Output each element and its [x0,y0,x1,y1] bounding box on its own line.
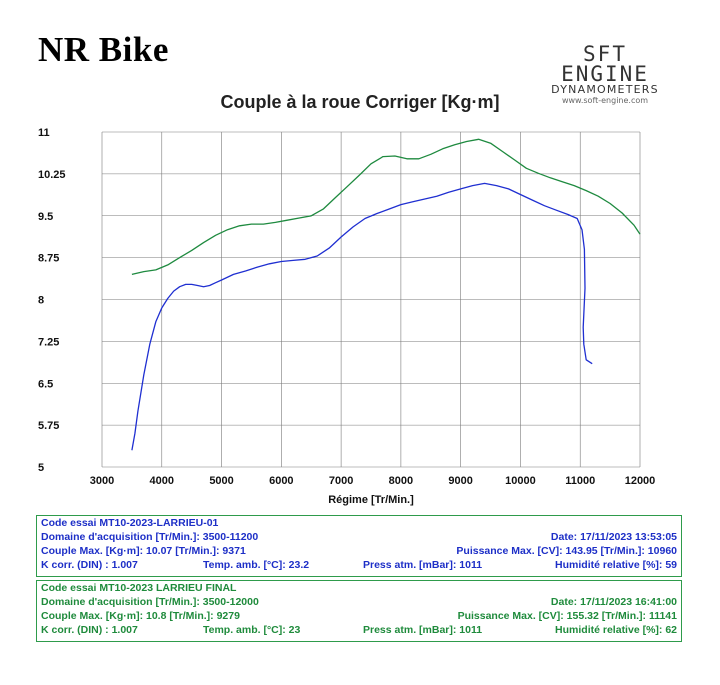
x-tick-label: 9000 [448,475,472,487]
run-date: Date: 17/11/2023 13:53:05 [550,531,677,543]
logo-sub-text: DYNAMOMETERS [551,83,659,96]
y-tick-label: 8.75 [38,253,59,265]
x-tick-label: 10000 [505,475,536,487]
run-humidity: Humidité relative [%]: 62 [555,624,677,636]
run-press: Press atm. [mBar]: 1011 [363,624,483,636]
run-info-panel-2: Code essai MT10-2023 LARRIEU FINAL Domai… [36,580,682,642]
x-tick-label: 8000 [389,475,413,487]
x-axis-label: Régime [Tr/Min.] [328,494,414,506]
logo-main-text: SFT ENGINE [561,42,649,86]
series-line-1 [131,138,641,276]
y-tick-label: 10.25 [38,169,66,181]
x-tick-label: 7000 [329,475,353,487]
x-tick-label: 4000 [150,475,174,487]
run-kcorr: K corr. (DIN) : 1.007 [41,624,138,636]
x-tick-label: 11000 [565,475,595,487]
series-line-2 [131,182,593,451]
torque-chart: 3000 4000 5000 6000 7000 8000 9000 10000 11000 12… [38,127,655,506]
run-domain: Domaine d'acquisition [Tr/Min.]: 3500-11… [41,531,259,543]
run-puissance-max: Puissance Max. [CV]: 155.32 [Tr/Min.]: 1… [457,610,677,622]
y-tick-label: 7.25 [38,336,59,348]
run-date: Date: 17/11/2023 16:41:00 [550,596,677,608]
run-info-panel-1: Code essai MT10-2023-LARRIEU-01 Domaine … [36,515,682,577]
run-humidity: Humidité relative [%]: 59 [555,559,677,571]
x-tick-label: 12000 [625,475,656,487]
run-kcorr: K corr. (DIN) : 1.007 [41,559,138,571]
x-tick-label: 5000 [209,475,233,487]
x-tick-label: 3000 [90,475,114,487]
chart-title: Couple à la roue Corriger [Kg·m] [220,92,500,112]
dynamometer-logo: SFT ENGINE DYNAMOMETERS www.soft-engine.… [540,44,670,106]
x-tick-label: 6000 [269,475,293,487]
y-tick-label: 5 [38,462,44,474]
y-tick-label: 9.5 [38,211,53,223]
run-temp: Temp. amb. [°C]: 23 [203,624,301,636]
chart-ticks: 3000 4000 5000 6000 7000 8000 9000 10000 11000 12… [38,127,655,487]
run-temp: Temp. amb. [°C]: 23.2 [203,559,310,571]
y-tick-label: 8 [38,295,44,307]
brand-title: NR Bike [38,30,169,69]
chart-grid [101,131,641,468]
run-couple-max: Couple Max. [Kg·m]: 10.07 [Tr/Min.]: 937… [41,545,246,557]
run-puissance-max: Puissance Max. [CV]: 143.95 [Tr/Min.]: 1… [456,545,677,557]
run-domain: Domaine d'acquisition [Tr/Min.]: 3500-12… [41,596,259,608]
y-tick-label: 11 [38,127,50,139]
logo-url-text: www.soft-engine.com [561,96,649,105]
run-code: Code essai MT10-2023-LARRIEU-01 [41,517,219,529]
run-couple-max: Couple Max. [Kg·m]: 10.8 [Tr/Min.]: 9279 [41,610,240,622]
run-code: Code essai MT10-2023 LARRIEU FINAL [41,582,237,594]
y-tick-label: 5.75 [38,420,59,432]
y-tick-label: 6.5 [38,378,53,390]
chart-series [131,138,641,451]
run-press: Press atm. [mBar]: 1011 [363,559,483,571]
